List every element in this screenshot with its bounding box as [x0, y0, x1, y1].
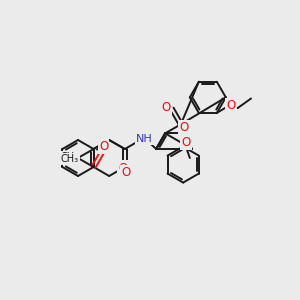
- Text: O: O: [121, 167, 130, 179]
- Text: O: O: [161, 101, 170, 114]
- Text: O: O: [226, 99, 236, 112]
- Text: CH₃: CH₃: [61, 154, 79, 164]
- Text: CH₃: CH₃: [61, 152, 79, 162]
- Text: O: O: [181, 136, 190, 149]
- Text: NH: NH: [136, 134, 153, 144]
- Text: O: O: [99, 140, 108, 153]
- Text: O: O: [179, 121, 189, 134]
- Text: O: O: [118, 161, 128, 175]
